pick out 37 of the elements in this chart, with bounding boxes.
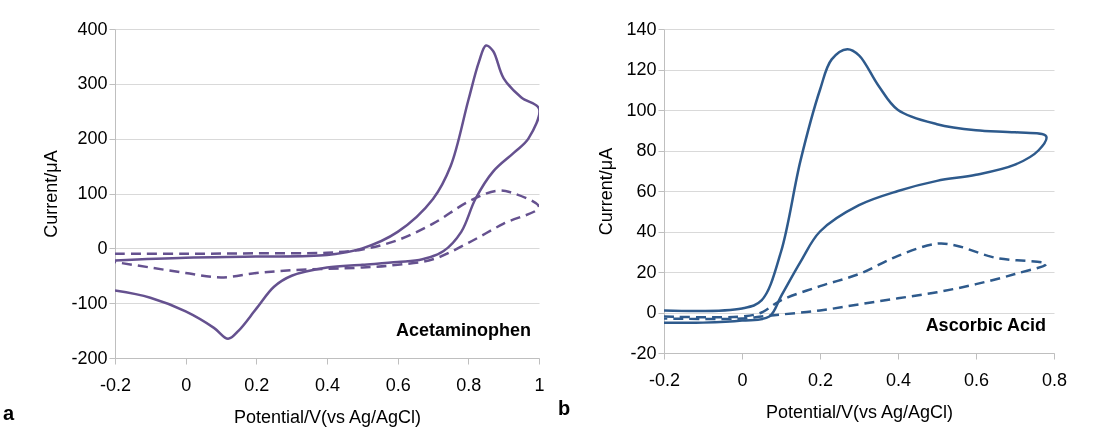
x-tick-label: 0.2 (244, 374, 270, 395)
y-tick-label: 80 (636, 140, 657, 160)
y-tick-label: 300 (77, 73, 108, 94)
y-axis-title: Current/μA (41, 150, 62, 238)
x-axis-title: Potential/V(vs Ag/AgCl) (233, 406, 422, 427)
x-tick-label: 0.6 (963, 369, 990, 390)
y-tick-label: -20 (630, 342, 657, 363)
text: b (557, 397, 571, 419)
x-tick-label: 1 (534, 374, 545, 395)
x-tick-label: 0.2 (807, 369, 834, 390)
x-tick-label: 0 (181, 374, 192, 395)
x-tick-label: 0.4 (314, 374, 341, 395)
y-axis-title: Current/μA (596, 147, 617, 236)
y-tick-label: 100 (626, 99, 657, 120)
y-tick-label: -100 (71, 292, 108, 313)
x-axis-title: Potential/V(vs Ag/AgCl) (765, 401, 954, 422)
y-tick-label: -200 (71, 347, 108, 368)
y-tick-label: 0 (97, 237, 108, 258)
y-tick-label: 200 (77, 128, 108, 149)
x-tick-label: -0.2 (648, 369, 681, 390)
annotation: Ascorbic Acid (925, 315, 1046, 335)
x-tick-label: 0.6 (385, 374, 411, 395)
x-tick-label: 0.4 (885, 369, 912, 390)
annotation: Acetaminophen (395, 320, 531, 340)
x-tick-label: 0 (737, 369, 748, 390)
y-tick-label: 140 (626, 18, 657, 39)
y-tick-label: 400 (77, 18, 108, 39)
x-tick-label: 0.8 (456, 374, 482, 395)
y-tick-label: 40 (636, 221, 657, 241)
y-tick-label: 120 (626, 59, 657, 79)
x-tick-label: -0.2 (99, 374, 132, 395)
y-tick-label: 20 (636, 261, 657, 282)
text: a (2, 402, 15, 424)
y-tick-label: 0 (646, 302, 657, 322)
x-tick-label: 0.8 (1041, 369, 1068, 390)
y-tick-label: 60 (636, 180, 657, 201)
y-tick-label: 100 (77, 183, 108, 203)
